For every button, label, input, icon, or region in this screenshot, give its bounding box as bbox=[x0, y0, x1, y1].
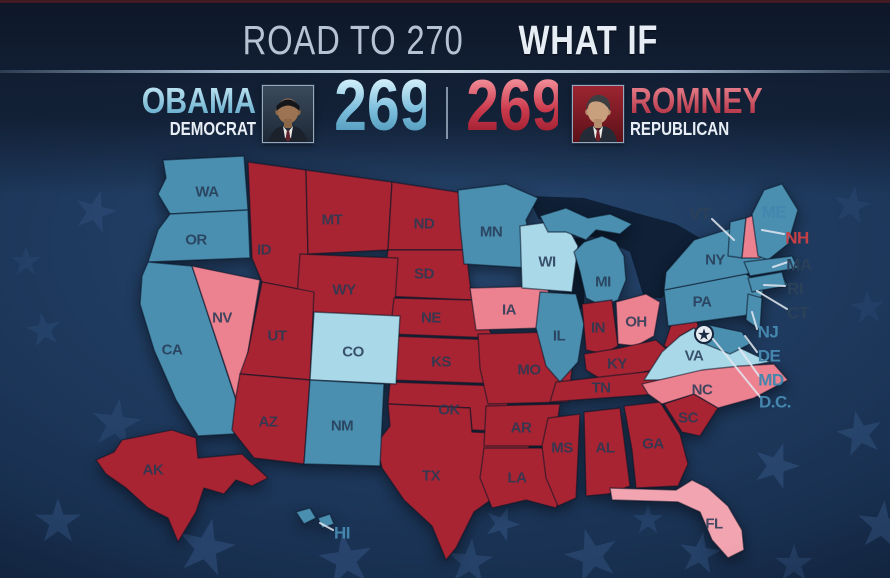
candidate-right: ROMNEY REPUBLICAN bbox=[630, 80, 788, 140]
state-label-oh: OH bbox=[625, 314, 647, 331]
obama-portrait bbox=[262, 85, 314, 143]
title-emphasis: WHAT IF bbox=[518, 17, 658, 63]
state-label-ca: CA bbox=[162, 342, 183, 359]
electoral-votes-right: 269 bbox=[466, 66, 565, 146]
state-label-ar: AR bbox=[511, 420, 532, 437]
candidate-left-name: OBAMA bbox=[141, 80, 256, 121]
state-label-il: IL bbox=[553, 328, 566, 345]
state-label-nv: NV bbox=[212, 310, 232, 327]
state-label-wy: WY bbox=[332, 282, 356, 299]
state-label-ok: OK bbox=[438, 402, 460, 419]
state-label-wi: WI bbox=[538, 254, 556, 271]
callout-label-dc[interactable]: D.C. bbox=[759, 393, 792, 412]
callout-label-md[interactable]: MD bbox=[758, 371, 784, 390]
state-label-sc: SC bbox=[678, 410, 699, 427]
state-label-nm: NM bbox=[331, 418, 353, 435]
callout-label-ma[interactable]: MA bbox=[786, 256, 812, 275]
state-label-al: AL bbox=[596, 440, 615, 457]
state-label-in: IN bbox=[591, 320, 605, 337]
state-label-va: VA bbox=[685, 348, 704, 365]
candidate-right-party: REPUBLICAN bbox=[630, 119, 730, 140]
state-label-ny: NY bbox=[705, 252, 725, 269]
state-me[interactable] bbox=[751, 183, 799, 261]
state-label-fl: FL bbox=[705, 516, 723, 533]
state-label-ms: MS bbox=[551, 440, 573, 457]
callout-label-vt[interactable]: VT bbox=[690, 205, 712, 224]
callout-line-ri bbox=[763, 284, 786, 287]
header-divider-line bbox=[0, 70, 890, 73]
state-label-or: OR bbox=[185, 232, 207, 249]
callout-label-nj[interactable]: NJ bbox=[758, 323, 779, 342]
title-main: ROAD TO 270 bbox=[242, 17, 464, 63]
dc-marker[interactable] bbox=[694, 324, 714, 344]
state-label-mn: MN bbox=[480, 224, 502, 241]
callout-label-ct[interactable]: CT bbox=[787, 304, 810, 323]
page-title: ROAD TO 270 WHAT IF bbox=[0, 20, 890, 61]
callout-label-de[interactable]: DE bbox=[758, 347, 781, 366]
state-label-wa: WA bbox=[195, 184, 219, 201]
state-label-az: AZ bbox=[259, 414, 278, 431]
state-label-id: ID bbox=[257, 242, 272, 259]
state-label-la: LA bbox=[508, 470, 528, 487]
state-label-ne: NE bbox=[421, 310, 441, 327]
callout-label-nh[interactable]: NH bbox=[785, 229, 809, 248]
state-label-ga: GA bbox=[642, 436, 664, 453]
state-label-tn: TN bbox=[592, 380, 611, 397]
state-label-tx: TX bbox=[422, 468, 441, 485]
state-hi[interactable] bbox=[295, 507, 317, 525]
state-ak[interactable] bbox=[95, 429, 269, 543]
score-divider bbox=[446, 87, 448, 139]
state-label-mi: MI bbox=[595, 274, 611, 291]
state-mt[interactable] bbox=[305, 169, 393, 255]
callout-label-ri[interactable]: RI bbox=[787, 280, 804, 299]
state-label-mo: MO bbox=[517, 362, 541, 379]
callout-label-me[interactable]: ME bbox=[762, 203, 787, 222]
state-label-nc: NC bbox=[692, 382, 713, 399]
state-label-ks: KS bbox=[431, 354, 451, 371]
top-edge-strip bbox=[0, 0, 890, 3]
state-fl[interactable] bbox=[609, 479, 745, 559]
state-label-co: CO bbox=[342, 344, 364, 361]
candidate-left: OBAMA DEMOCRAT bbox=[120, 80, 256, 140]
state-label-ut: UT bbox=[268, 328, 287, 345]
state-label-ia: IA bbox=[502, 302, 517, 319]
state-label-nd: ND bbox=[414, 216, 435, 233]
state-label-ak: AK bbox=[143, 462, 164, 479]
state-label-ky: KY bbox=[607, 356, 627, 373]
state-label-pa: PA bbox=[693, 294, 712, 311]
state-label-mt: MT bbox=[322, 212, 343, 229]
electoral-votes-left: 269 bbox=[334, 66, 433, 146]
callout-label-hi[interactable]: HI bbox=[334, 524, 351, 543]
candidate-right-name: ROMNEY bbox=[630, 80, 763, 121]
state-label-sd: SD bbox=[414, 266, 435, 283]
romney-portrait bbox=[572, 85, 624, 143]
candidate-left-party: DEMOCRAT bbox=[169, 119, 256, 140]
